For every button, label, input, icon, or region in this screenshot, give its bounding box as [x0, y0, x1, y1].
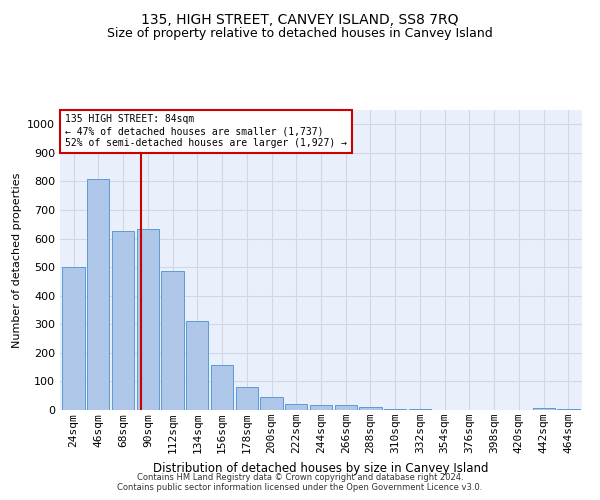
Bar	[359, 407, 382, 410]
Bar	[137, 228, 159, 410]
Bar	[285, 404, 307, 410]
Bar	[211, 365, 233, 410]
Bar	[161, 272, 184, 410]
X-axis label: Distribution of detached houses by size in Canvey Island: Distribution of detached houses by size …	[153, 462, 489, 474]
Bar	[62, 267, 85, 410]
Bar	[335, 405, 357, 410]
Y-axis label: Number of detached properties: Number of detached properties	[11, 172, 22, 348]
Bar	[533, 408, 555, 410]
Bar	[112, 232, 134, 410]
Bar	[384, 408, 406, 410]
Text: Contains HM Land Registry data © Crown copyright and database right 2024.
Contai: Contains HM Land Registry data © Crown c…	[118, 473, 482, 492]
Text: 135 HIGH STREET: 84sqm
← 47% of detached houses are smaller (1,737)
52% of semi-: 135 HIGH STREET: 84sqm ← 47% of detached…	[65, 114, 347, 148]
Text: 135, HIGH STREET, CANVEY ISLAND, SS8 7RQ: 135, HIGH STREET, CANVEY ISLAND, SS8 7RQ	[141, 12, 459, 26]
Bar	[260, 397, 283, 410]
Bar	[310, 405, 332, 410]
Bar	[186, 322, 208, 410]
Bar	[87, 178, 109, 410]
Text: Size of property relative to detached houses in Canvey Island: Size of property relative to detached ho…	[107, 28, 493, 40]
Bar	[236, 387, 258, 410]
